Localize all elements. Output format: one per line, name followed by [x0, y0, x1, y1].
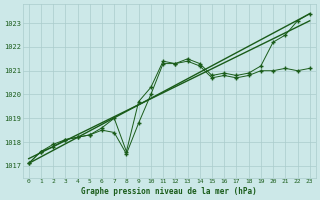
X-axis label: Graphe pression niveau de la mer (hPa): Graphe pression niveau de la mer (hPa): [81, 187, 257, 196]
